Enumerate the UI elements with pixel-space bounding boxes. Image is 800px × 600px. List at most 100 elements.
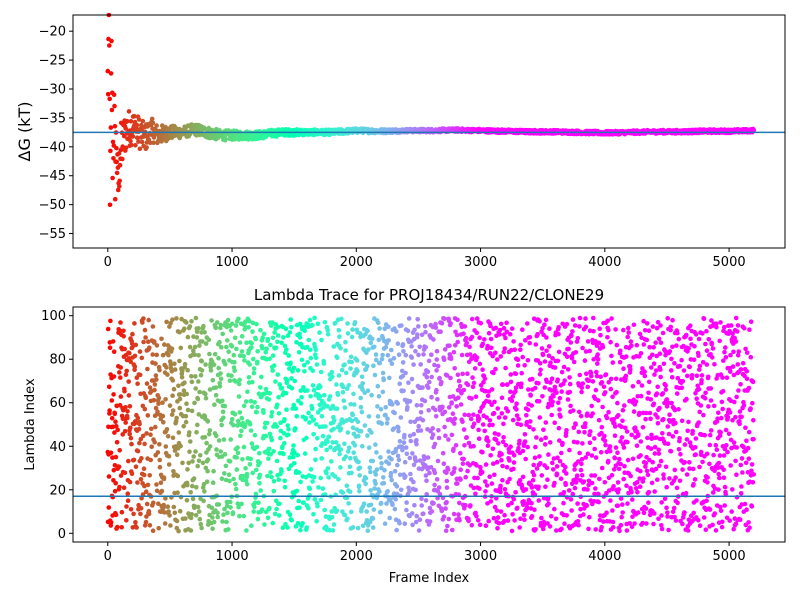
lambda-point [181,423,186,429]
lambda-point [432,470,438,476]
lambda-point [675,330,680,336]
lambda-point [398,487,404,493]
lambda-point [581,512,586,517]
lambda-point [619,424,624,430]
lambda-point [691,510,696,516]
lambda-point [697,523,703,528]
lambda-point [592,446,597,452]
lambda-point [643,506,649,511]
lambda-point [174,518,180,524]
lambda-point [511,460,517,465]
lambda-point [288,463,294,468]
lambda-point [586,526,591,532]
lambda-point [449,432,455,438]
lambda-point [302,451,308,456]
lambda-point [409,344,414,349]
lambda-point [525,407,531,413]
lambda-point [416,528,422,533]
lambda-point [168,320,173,326]
lambda-point [407,489,412,494]
delta-g-point [134,122,140,128]
lambda-point [179,316,184,322]
lambda-point [531,472,537,478]
lambda-point [413,458,419,464]
lambda-point [306,410,311,416]
lambda-point [544,379,550,385]
lambda-point [338,426,344,432]
lambda-point [450,411,456,417]
lambda-point [241,353,246,359]
lambda-point [657,405,662,411]
lambda-point [509,326,515,331]
lambda-point [432,441,438,447]
delta-g-point [149,116,155,122]
lambda-point [606,409,611,415]
lambda-point [330,440,336,445]
lambda-point [546,344,552,349]
lambda-point [193,315,199,321]
lambda-point [269,413,274,419]
lambda-point [263,433,269,439]
lambda-point [340,490,346,495]
lambda-point [490,422,495,428]
lambda-point [314,362,320,367]
lambda-point [547,440,553,445]
lambda-point [617,456,622,462]
lambda-point [148,432,153,438]
lambda-point [291,443,296,448]
lambda-point [373,472,379,477]
lambda-point [243,466,248,471]
lambda-point [346,445,352,451]
lambda-point [622,403,627,408]
lambda-point [365,433,370,438]
lambda-point [317,394,323,399]
lambda-point [514,401,519,407]
lambda-point [233,486,239,492]
lambda-point [416,324,421,329]
lambda-point [721,358,726,364]
lambda-point [218,376,224,382]
lambda-point [676,447,682,452]
lambda-point [520,474,526,480]
lambda-point [641,510,647,516]
lambda-point [319,414,325,419]
lambda-point [449,400,455,405]
delta-g-point [140,118,146,124]
lambda-point [499,395,505,401]
lambda-point [595,352,600,357]
lambda-point [203,341,209,346]
lambda-point [599,465,605,471]
lambda-point [701,412,706,418]
lambda-point [126,458,131,464]
lambda-point [519,381,524,387]
lambda-point [513,385,519,391]
lambda-point [537,372,543,377]
lambda-point [501,349,507,355]
lambda-point [411,431,417,437]
lambda-point [432,362,437,368]
lambda-point [373,442,378,447]
lambda-point [578,413,584,419]
lambda-point [163,496,168,501]
lambda-point [345,331,351,336]
delta-g-point [202,126,207,131]
lambda-point [397,472,403,478]
lambda-point [688,336,693,342]
lambda-point [342,441,347,447]
lambda-point [196,326,201,331]
lambda-point [442,316,447,322]
lambda-point [313,355,319,361]
lambda-point [285,525,290,530]
lambda-point [575,440,580,445]
lambda-point [637,331,643,337]
lambda-point [350,327,355,332]
lambda-point [454,332,460,338]
lambda-point [649,365,654,370]
lambda-point [611,417,617,422]
lambda-point [623,373,629,379]
lambda-point [358,404,364,410]
lambda-point [628,367,633,372]
lambda-point [577,372,583,378]
lambda-point [184,498,190,503]
lambda-point [483,479,488,484]
